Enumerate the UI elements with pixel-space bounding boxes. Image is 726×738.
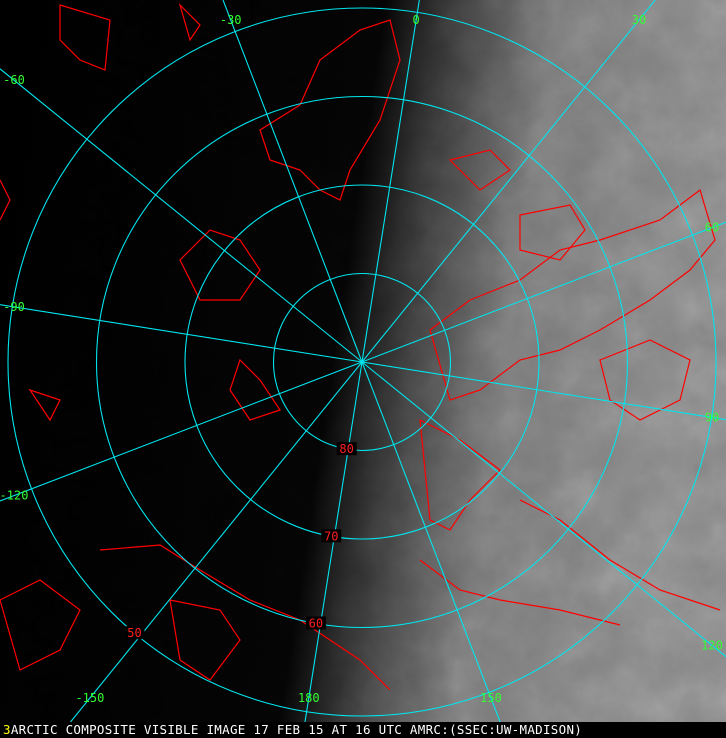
latitude-circle-60 bbox=[95, 95, 629, 629]
meridian--60 bbox=[0, 68, 363, 363]
meridian-120 bbox=[361, 361, 726, 658]
meridian-90 bbox=[361, 361, 726, 421]
latitude-label-bg bbox=[336, 442, 357, 456]
meridian-150 bbox=[361, 361, 501, 723]
meridian-label: -150 bbox=[75, 691, 104, 705]
meridian-label: -30 bbox=[220, 13, 242, 27]
grid-labels: 0 30 60 90 120 150 180 -150 -120 -90 -60 -30 80 70 60 5… bbox=[0, 13, 723, 705]
meridian-label: 30 bbox=[632, 13, 646, 27]
frame-number: 3 bbox=[3, 722, 11, 737]
meridian--150 bbox=[70, 361, 363, 723]
coastline-hudson bbox=[0, 179, 61, 422]
meridian-label: 90 bbox=[705, 410, 719, 424]
meridian-label: 0 bbox=[413, 13, 420, 27]
lat-lon-grid bbox=[0, 0, 726, 723]
meridian-0 bbox=[361, 0, 420, 363]
coastline-scandinavia bbox=[429, 189, 716, 401]
caption-text: ARCTIC COMPOSITE VISIBLE IMAGE 17 FEB 15… bbox=[10, 722, 583, 737]
latitude-circle-50 bbox=[7, 7, 717, 717]
meridian-label: -60 bbox=[3, 73, 25, 87]
meridian-30 bbox=[361, 0, 656, 363]
meridian-label: -90 bbox=[3, 300, 25, 314]
latitude-label-bg bbox=[305, 616, 326, 630]
meridian-label: 180 bbox=[298, 691, 320, 705]
latitude-label: 70 bbox=[324, 529, 338, 543]
meridian-label: 60 bbox=[705, 221, 719, 235]
meridian-label: 120 bbox=[701, 638, 723, 652]
coastline-canadian-archipelago bbox=[59, 2, 281, 421]
meridian--90 bbox=[0, 304, 363, 363]
coastline-siberia bbox=[419, 418, 721, 611]
latitude-label: 50 bbox=[127, 626, 141, 640]
meridian-label: -120 bbox=[0, 489, 28, 503]
latitude-label: 80 bbox=[339, 442, 353, 456]
meridian--120 bbox=[0, 361, 363, 502]
image-caption: 3ARCTIC COMPOSITE VISIBLE IMAGE 17 FEB 1… bbox=[0, 722, 726, 738]
latitude-circle-70 bbox=[184, 184, 540, 540]
meridian-60 bbox=[361, 221, 726, 363]
coastline-greenland bbox=[259, 19, 401, 201]
latitude-label-bg bbox=[321, 529, 342, 543]
meridian-label: 150 bbox=[480, 691, 502, 705]
coastline-europe bbox=[448, 149, 691, 421]
coastline-alaska bbox=[0, 544, 391, 691]
latitude-label: 60 bbox=[309, 616, 323, 630]
latitude-label-bg bbox=[124, 626, 145, 640]
latitude-circle-80 bbox=[272, 272, 452, 452]
coastline-bering bbox=[419, 559, 621, 626]
coastlines bbox=[0, 2, 721, 691]
meridian--30 bbox=[222, 0, 363, 363]
